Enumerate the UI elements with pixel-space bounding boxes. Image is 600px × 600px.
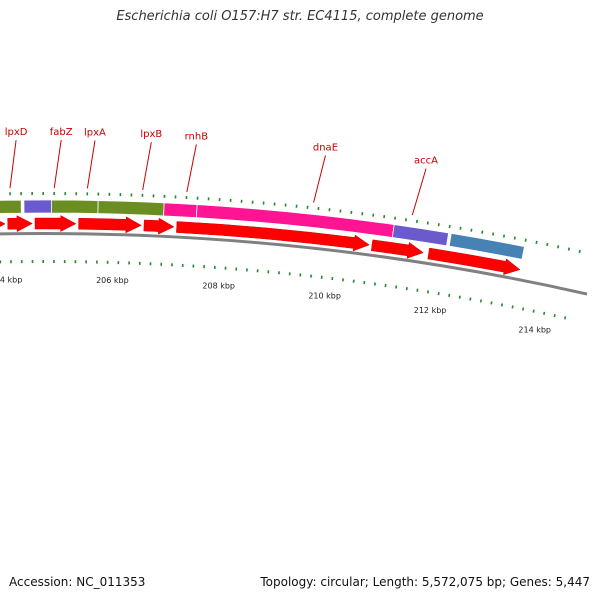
inner-tick (448, 293, 451, 297)
outer-tick (502, 234, 506, 238)
gene-leader-line-fabZ (53, 139, 62, 189)
gene-leader-line-lpxA (86, 140, 96, 189)
outer-tick (546, 242, 549, 247)
accession-text: Accession: NC_011353 (9, 575, 146, 589)
top-track-layer (0, 199, 525, 260)
gene-leader-line-lpxB (142, 142, 152, 190)
map-title: Escherichia coli O157:H7 str. EC4115, co… (116, 9, 484, 24)
gene-labels-layer: yaeTskplpxDfabZlpxAlpxBrnhBdnaEaccA (5, 127, 438, 216)
kbp-label: 204 kbp (0, 275, 22, 284)
genome-summary-text: Topology: circular; Length: 5,572,075 bp… (260, 575, 590, 589)
gene-label-accA: accA (414, 156, 438, 167)
gene-leader-line-lpxD (9, 140, 17, 189)
inner-tick (564, 316, 567, 320)
outer-tick (459, 226, 462, 230)
kbp-label: 206 kbp (96, 276, 129, 285)
outer-tick (567, 247, 571, 251)
gene-block-3 (23, 199, 52, 214)
kbp-label: 210 kbp (308, 291, 341, 300)
cds-arrow-9 (427, 247, 521, 275)
outer-tick (524, 238, 527, 242)
cds-arrow-7 (176, 221, 370, 252)
gene-leader-line-rnhB (186, 144, 197, 193)
cds-arrow-6 (143, 217, 175, 235)
outer-tick (535, 240, 538, 244)
gene-block-4 (50, 199, 99, 214)
gene-label-lpxB: lpxB (140, 129, 162, 140)
inner-tick (522, 307, 525, 311)
outer-tick (470, 228, 473, 232)
gene-block-9 (448, 232, 525, 260)
cds-arrow-3 (7, 215, 33, 233)
gene-leader-line-dnaE (313, 155, 326, 203)
cds-arrow-5 (78, 216, 142, 234)
outer-tick (557, 245, 560, 249)
inner-tick (543, 311, 546, 315)
outer-tick (578, 249, 581, 254)
inner-tick (511, 305, 514, 309)
inner-tick (532, 309, 535, 313)
gene-leader-line-accA (411, 168, 427, 216)
inner-tick (458, 295, 461, 299)
cds-arrow-2 (0, 221, 6, 227)
gene-label-fabZ: fabZ (50, 127, 73, 138)
bottom-track-layer (0, 215, 521, 275)
gene-block-5 (97, 200, 165, 217)
inner-tick (500, 303, 504, 307)
kbp-label: 208 kbp (202, 281, 235, 290)
outer-ticks-layer (9, 192, 581, 254)
outer-tick (513, 236, 516, 240)
inner-tick (490, 301, 493, 305)
gene-label-lpxA: lpxA (84, 127, 106, 138)
gene-block-8 (391, 224, 450, 247)
kbp-labels-layer: 204 kbp 206 kbp 208 kbp 210 kbp 212 kbp 214 k… (0, 275, 551, 334)
inner-tick (553, 313, 556, 318)
kbp-label: 212 kbp (414, 306, 447, 315)
gene-label-rnhB: rnhB (185, 131, 209, 142)
backbone-layer (0, 232, 588, 296)
gene-block-2 (0, 199, 22, 214)
cds-arrow-4 (34, 215, 77, 232)
kbp-label: 214 kbp (518, 325, 551, 334)
gene-label-lpxD: lpxD (5, 127, 28, 138)
inner-tick (479, 299, 482, 303)
gene-label-dnaE: dnaE (313, 142, 338, 153)
outer-tick (481, 230, 484, 234)
inner-ticks-layer (0, 260, 567, 320)
gene-block-6 (163, 202, 198, 219)
inner-tick (469, 297, 472, 301)
cds-arrow-8 (370, 239, 424, 259)
backbone-arc (0, 232, 588, 296)
outer-tick (492, 232, 495, 236)
